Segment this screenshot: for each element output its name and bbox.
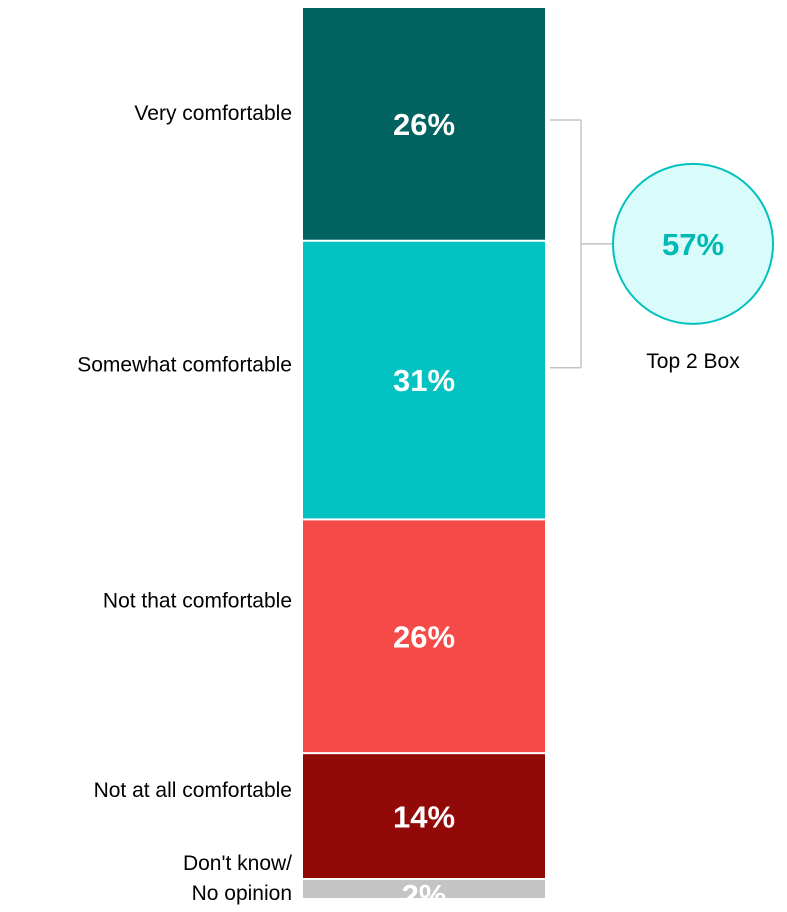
data-label-don-t-know-no-opinion: 2%	[402, 878, 447, 907]
bar-segment-don-t-know-no-opinion	[303, 880, 545, 898]
top-2-box-circle	[612, 162, 774, 325]
category-label-line: No opinion	[192, 882, 292, 905]
bar-segment-not-that-comfortable	[303, 520, 545, 753]
category-label-line: Don't know/	[183, 852, 292, 875]
bar-segment-not-at-all-comfortable	[303, 754, 545, 879]
data-label-very-comfortable: 26%	[393, 107, 455, 142]
labels-layer: 26% Very comfortable 31% Somewhat comfortab…	[77, 102, 455, 912]
bar-segment-very-comfortable	[303, 8, 545, 240]
top-2-box-group: 57% Top 2 Box	[550, 119, 774, 373]
category-label-not-at-all-comfortable: Not at all comfortable	[94, 779, 292, 802]
bar-segment-somewhat-comfortable	[303, 241, 545, 519]
category-label-don-t-know-no-opinion: Don't know/No opinion	[183, 852, 292, 905]
data-label-not-at-all-comfortable: 14%	[393, 799, 455, 834]
category-label-not-that-comfortable: Not that comfortable	[103, 589, 292, 612]
category-label-somewhat-comfortable: Somewhat comfortable	[77, 354, 292, 377]
segments-layer	[303, 8, 545, 898]
data-label-not-that-comfortable: 26%	[393, 619, 455, 654]
top-2-box-caption: Top 2 Box	[646, 350, 740, 373]
top-2-box-value: 57%	[662, 227, 724, 262]
category-label-very-comfortable: Very comfortable	[134, 102, 292, 125]
data-label-somewhat-comfortable: 31%	[393, 363, 455, 398]
